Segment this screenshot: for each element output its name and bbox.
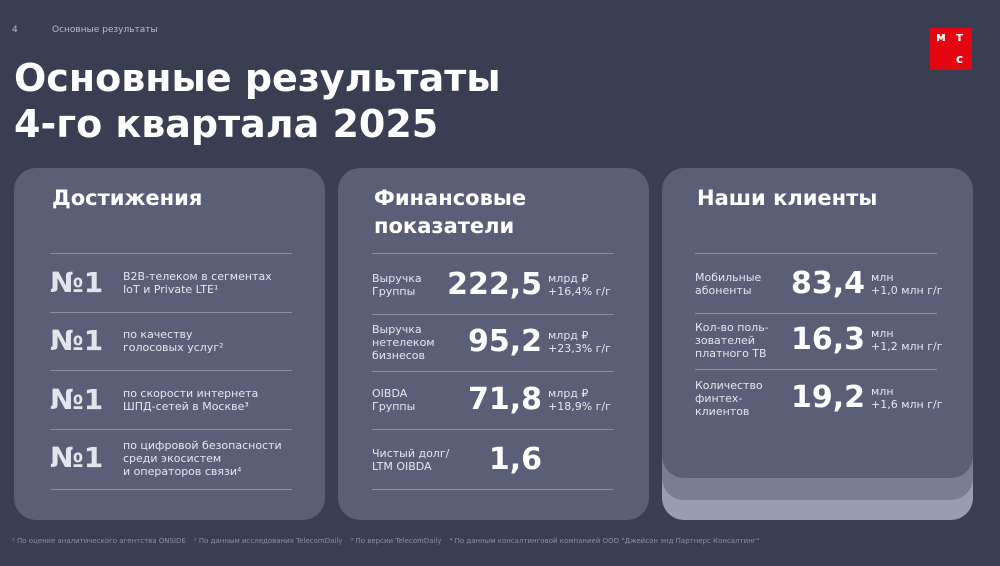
metric-label: Количество bbox=[695, 378, 763, 392]
metric-label: LTM OIBDA bbox=[372, 460, 432, 473]
metric-label: Выручка bbox=[372, 322, 422, 336]
metric-value: 222,5 bbox=[447, 267, 542, 302]
achievement-text: и операторов связи⁴ bbox=[123, 464, 242, 478]
achievement-text: по качеству bbox=[123, 328, 193, 341]
separator bbox=[695, 253, 937, 254]
achievement-text: по цифровой безопасности bbox=[123, 438, 282, 452]
achievement-text: ШПД-сетей в Москве³ bbox=[123, 400, 249, 413]
metric-label: Кол-во поль- bbox=[695, 320, 769, 334]
achievement-text: среди экосистем bbox=[123, 451, 222, 465]
metric-label: OIBDA bbox=[372, 387, 408, 400]
card-title: Наши клиенты bbox=[697, 186, 878, 210]
footnote: ¹ По оценке аналитического агентства ONS… bbox=[12, 537, 186, 545]
metric-unit: млн bbox=[871, 385, 894, 398]
metric-value: 95,2 bbox=[467, 324, 542, 359]
logo-letter: с bbox=[956, 52, 964, 66]
metric-label: зователей bbox=[695, 333, 755, 347]
separator bbox=[50, 489, 292, 490]
metric-label: Группы bbox=[372, 285, 416, 298]
card-title: Достижения bbox=[52, 186, 203, 210]
metric-value: 71,8 bbox=[467, 382, 542, 417]
metric-value: 1,6 bbox=[488, 442, 542, 477]
achievement-text: голосовых услуг² bbox=[123, 341, 224, 354]
rank: №1 bbox=[50, 266, 104, 299]
metric-unit: +18,9% г/г bbox=[548, 400, 611, 413]
metric-label: абоненты bbox=[695, 284, 752, 297]
metric-label: Выручка bbox=[372, 272, 422, 285]
card bbox=[338, 168, 649, 520]
separator bbox=[50, 253, 292, 254]
metric-value: 19,2 bbox=[790, 380, 865, 415]
footnote: ³ По версии TelecomDaily bbox=[350, 537, 442, 545]
metric-unit: +16,4% г/г bbox=[548, 285, 611, 298]
title: 4-го квартала 2025 bbox=[14, 102, 439, 146]
logo-letter: м bbox=[936, 30, 946, 44]
separator bbox=[695, 369, 937, 370]
achievement-text: по скорости интернета bbox=[123, 387, 259, 400]
logo-letter: т bbox=[956, 30, 963, 44]
achievement-text: IoT и Private LTE¹ bbox=[123, 283, 219, 296]
metric-label: Группы bbox=[372, 400, 416, 413]
rank: №1 bbox=[50, 383, 104, 416]
metric-unit: +1,2 млн г/г bbox=[871, 340, 943, 353]
page-number: 4 bbox=[12, 25, 18, 35]
achievement-text: B2B-телеком в сегментах bbox=[123, 270, 272, 283]
separator bbox=[372, 429, 614, 430]
metric-unit: +1,6 млн г/г bbox=[871, 398, 943, 411]
metric-unit: млн bbox=[871, 327, 894, 340]
separator bbox=[372, 314, 614, 315]
card-title: показатели bbox=[374, 214, 515, 238]
separator bbox=[372, 489, 614, 490]
metric-unit: +23,3% г/г bbox=[548, 342, 611, 355]
metric-label: Чистый долг/ bbox=[372, 447, 450, 460]
metric-unit: млрд ₽ bbox=[548, 387, 589, 400]
rank: №1 bbox=[50, 324, 104, 357]
separator bbox=[50, 312, 292, 313]
metric-unit: млн bbox=[871, 271, 894, 284]
metric-label: платного ТВ bbox=[695, 346, 767, 360]
separator bbox=[50, 429, 292, 430]
metric-value: 16,3 bbox=[790, 322, 865, 357]
card-title: Финансовые bbox=[374, 186, 527, 210]
section: Основные результаты bbox=[52, 25, 158, 35]
metric-unit: млрд ₽ bbox=[548, 272, 589, 285]
separator bbox=[372, 371, 614, 372]
rank: №1 bbox=[50, 441, 104, 474]
metric-label: Мобильные bbox=[695, 271, 762, 284]
footnote: ⁴ По данным консалтинговой компанией ООО… bbox=[449, 537, 760, 545]
separator bbox=[372, 253, 614, 254]
card bbox=[14, 168, 325, 520]
footnote: ² По данным исследования TelecomDaily bbox=[193, 537, 343, 545]
metric-label: финтех- bbox=[695, 391, 743, 405]
separator bbox=[695, 313, 937, 314]
title: Основные результаты bbox=[14, 56, 501, 100]
metric-value: 83,4 bbox=[790, 266, 865, 301]
logo: м т с bbox=[930, 28, 972, 70]
separator bbox=[50, 370, 292, 371]
metric-label: нетелеком bbox=[372, 335, 435, 349]
card bbox=[662, 168, 973, 478]
footnotes: ¹ По оценке аналитического агентства ONS… bbox=[12, 537, 768, 545]
metric-label: бизнесов bbox=[372, 348, 426, 362]
metric-label: клиентов bbox=[695, 404, 750, 418]
metric-unit: млрд ₽ bbox=[548, 329, 589, 342]
metric-unit: +1,0 млн г/г bbox=[871, 284, 943, 297]
